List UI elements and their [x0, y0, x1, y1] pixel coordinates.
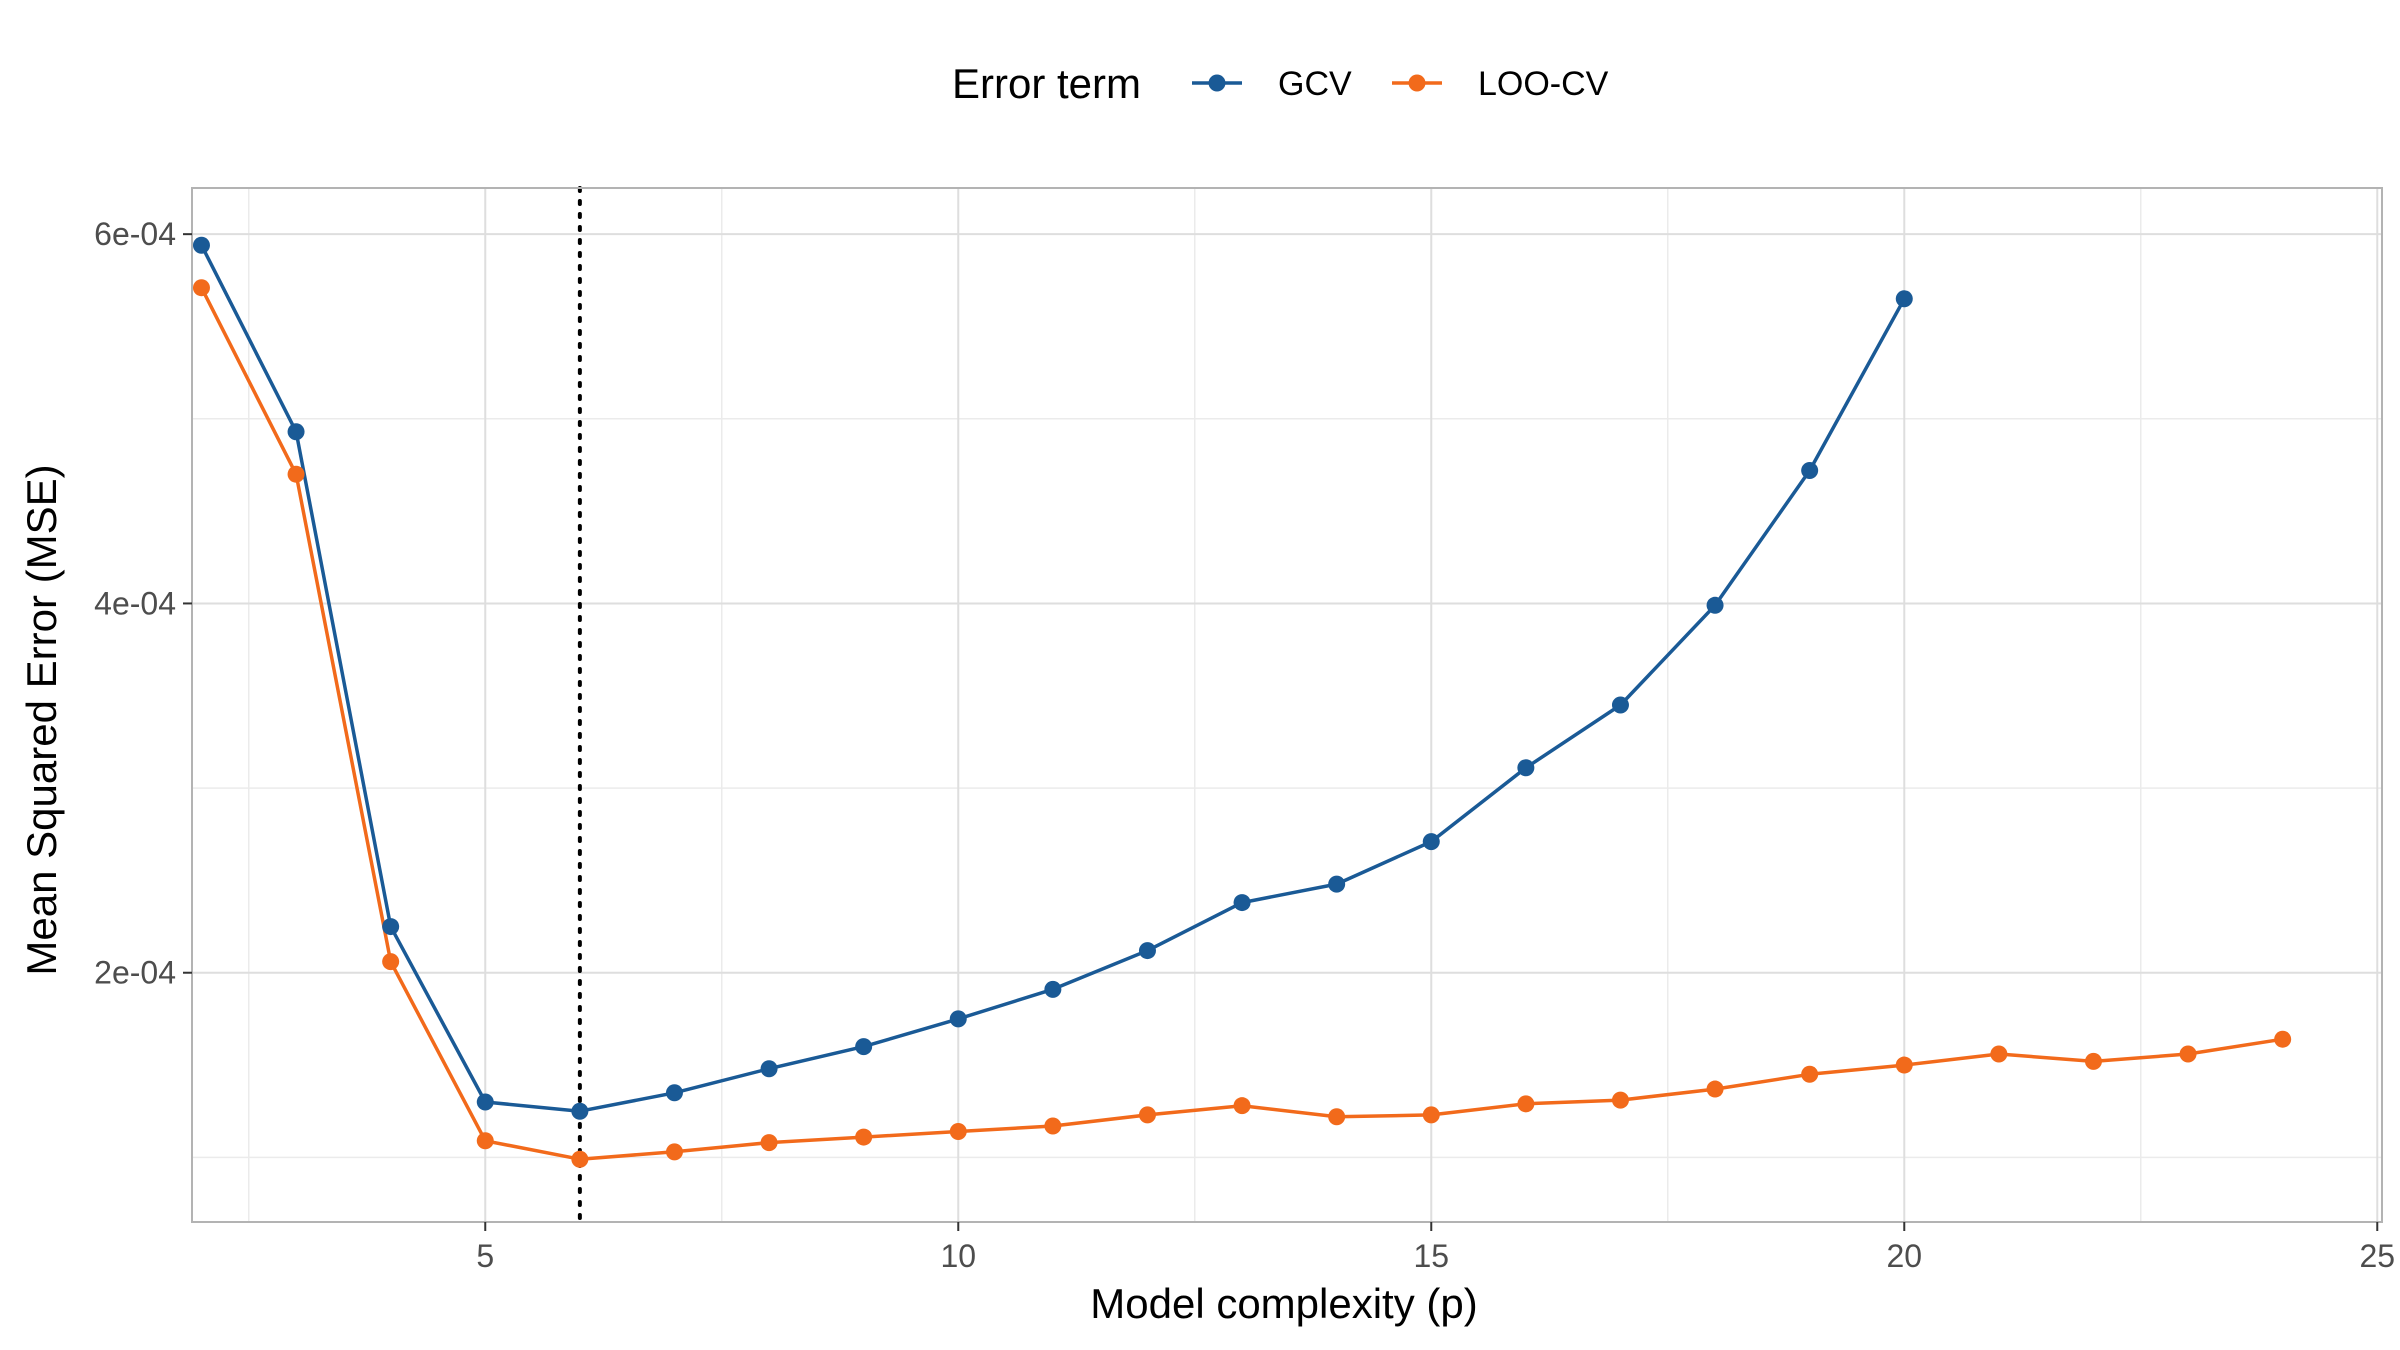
data-point-gcv — [287, 423, 305, 441]
data-point-loo-cv — [1233, 1097, 1251, 1115]
data-point-loo-cv — [665, 1143, 683, 1161]
legend-key-point-gcv — [1208, 74, 1226, 92]
y-tick-label: 2e-04 — [94, 955, 176, 991]
data-point-gcv — [1801, 462, 1819, 480]
data-point-loo-cv — [1044, 1117, 1062, 1135]
data-point-loo-cv — [760, 1134, 778, 1152]
data-point-gcv — [1517, 759, 1535, 777]
y-axis-title: Mean Squared Error (MSE) — [18, 464, 65, 975]
data-point-loo-cv — [1706, 1080, 1724, 1098]
data-point-gcv — [1706, 596, 1724, 614]
data-point-gcv — [760, 1060, 778, 1078]
y-axis: 2e-04 4e-04 6e-04 — [94, 216, 192, 991]
data-point-loo-cv — [1138, 1106, 1156, 1124]
data-point-loo-cv — [949, 1123, 967, 1141]
data-point-gcv — [855, 1038, 873, 1056]
data-point-loo-cv — [571, 1150, 589, 1168]
y-tick-label: 4e-04 — [94, 585, 176, 621]
data-point-gcv — [1138, 942, 1156, 960]
data-point-loo-cv — [287, 465, 305, 483]
data-point-loo-cv — [1422, 1106, 1440, 1124]
data-point-loo-cv — [1611, 1091, 1629, 1109]
data-point-loo-cv — [2274, 1030, 2292, 1048]
data-point-gcv — [476, 1093, 494, 1111]
data-point-gcv — [1611, 696, 1629, 714]
data-point-gcv — [1328, 875, 1346, 893]
legend: Error term GCV LOO-CV — [952, 60, 1609, 107]
y-tick-label: 6e-04 — [94, 216, 176, 252]
x-axis: 5 10 15 20 25 — [476, 1222, 2395, 1274]
data-point-loo-cv — [1895, 1056, 1913, 1074]
data-point-loo-cv — [855, 1128, 873, 1146]
data-point-loo-cv — [1328, 1108, 1346, 1126]
legend-label-gcv: GCV — [1278, 65, 1352, 103]
x-tick-label: 5 — [476, 1238, 494, 1274]
x-tick-label: 20 — [1886, 1238, 1922, 1274]
data-point-gcv — [1233, 894, 1251, 912]
plot-area — [191, 186, 2383, 1224]
data-point-gcv — [1895, 290, 1913, 308]
data-point-loo-cv — [1517, 1095, 1535, 1113]
data-point-loo-cv — [2179, 1045, 2197, 1063]
data-point-gcv — [571, 1102, 589, 1120]
x-tick-label: 25 — [2359, 1238, 2395, 1274]
data-point-loo-cv — [1990, 1045, 2008, 1063]
legend-label-loo-cv: LOO-CV — [1478, 65, 1609, 103]
data-point-loo-cv — [476, 1132, 494, 1150]
x-axis-title: Model complexity (p) — [1090, 1280, 1477, 1327]
data-point-gcv — [1044, 980, 1062, 998]
data-point-loo-cv — [1801, 1065, 1819, 1083]
panel-border — [191, 187, 2383, 1223]
x-tick-label: 10 — [940, 1238, 976, 1274]
data-point-gcv — [949, 1010, 967, 1028]
data-point-gcv — [1422, 833, 1440, 851]
data-point-loo-cv — [192, 279, 210, 297]
legend-key-point-loo-cv — [1408, 74, 1426, 92]
data-point-loo-cv — [382, 953, 400, 971]
legend-title: Error term — [952, 60, 1141, 107]
data-point-gcv — [382, 918, 400, 936]
data-point-gcv — [192, 236, 210, 254]
x-tick-label: 15 — [1413, 1238, 1449, 1274]
data-point-gcv — [665, 1084, 683, 1102]
data-point-loo-cv — [2084, 1052, 2102, 1070]
